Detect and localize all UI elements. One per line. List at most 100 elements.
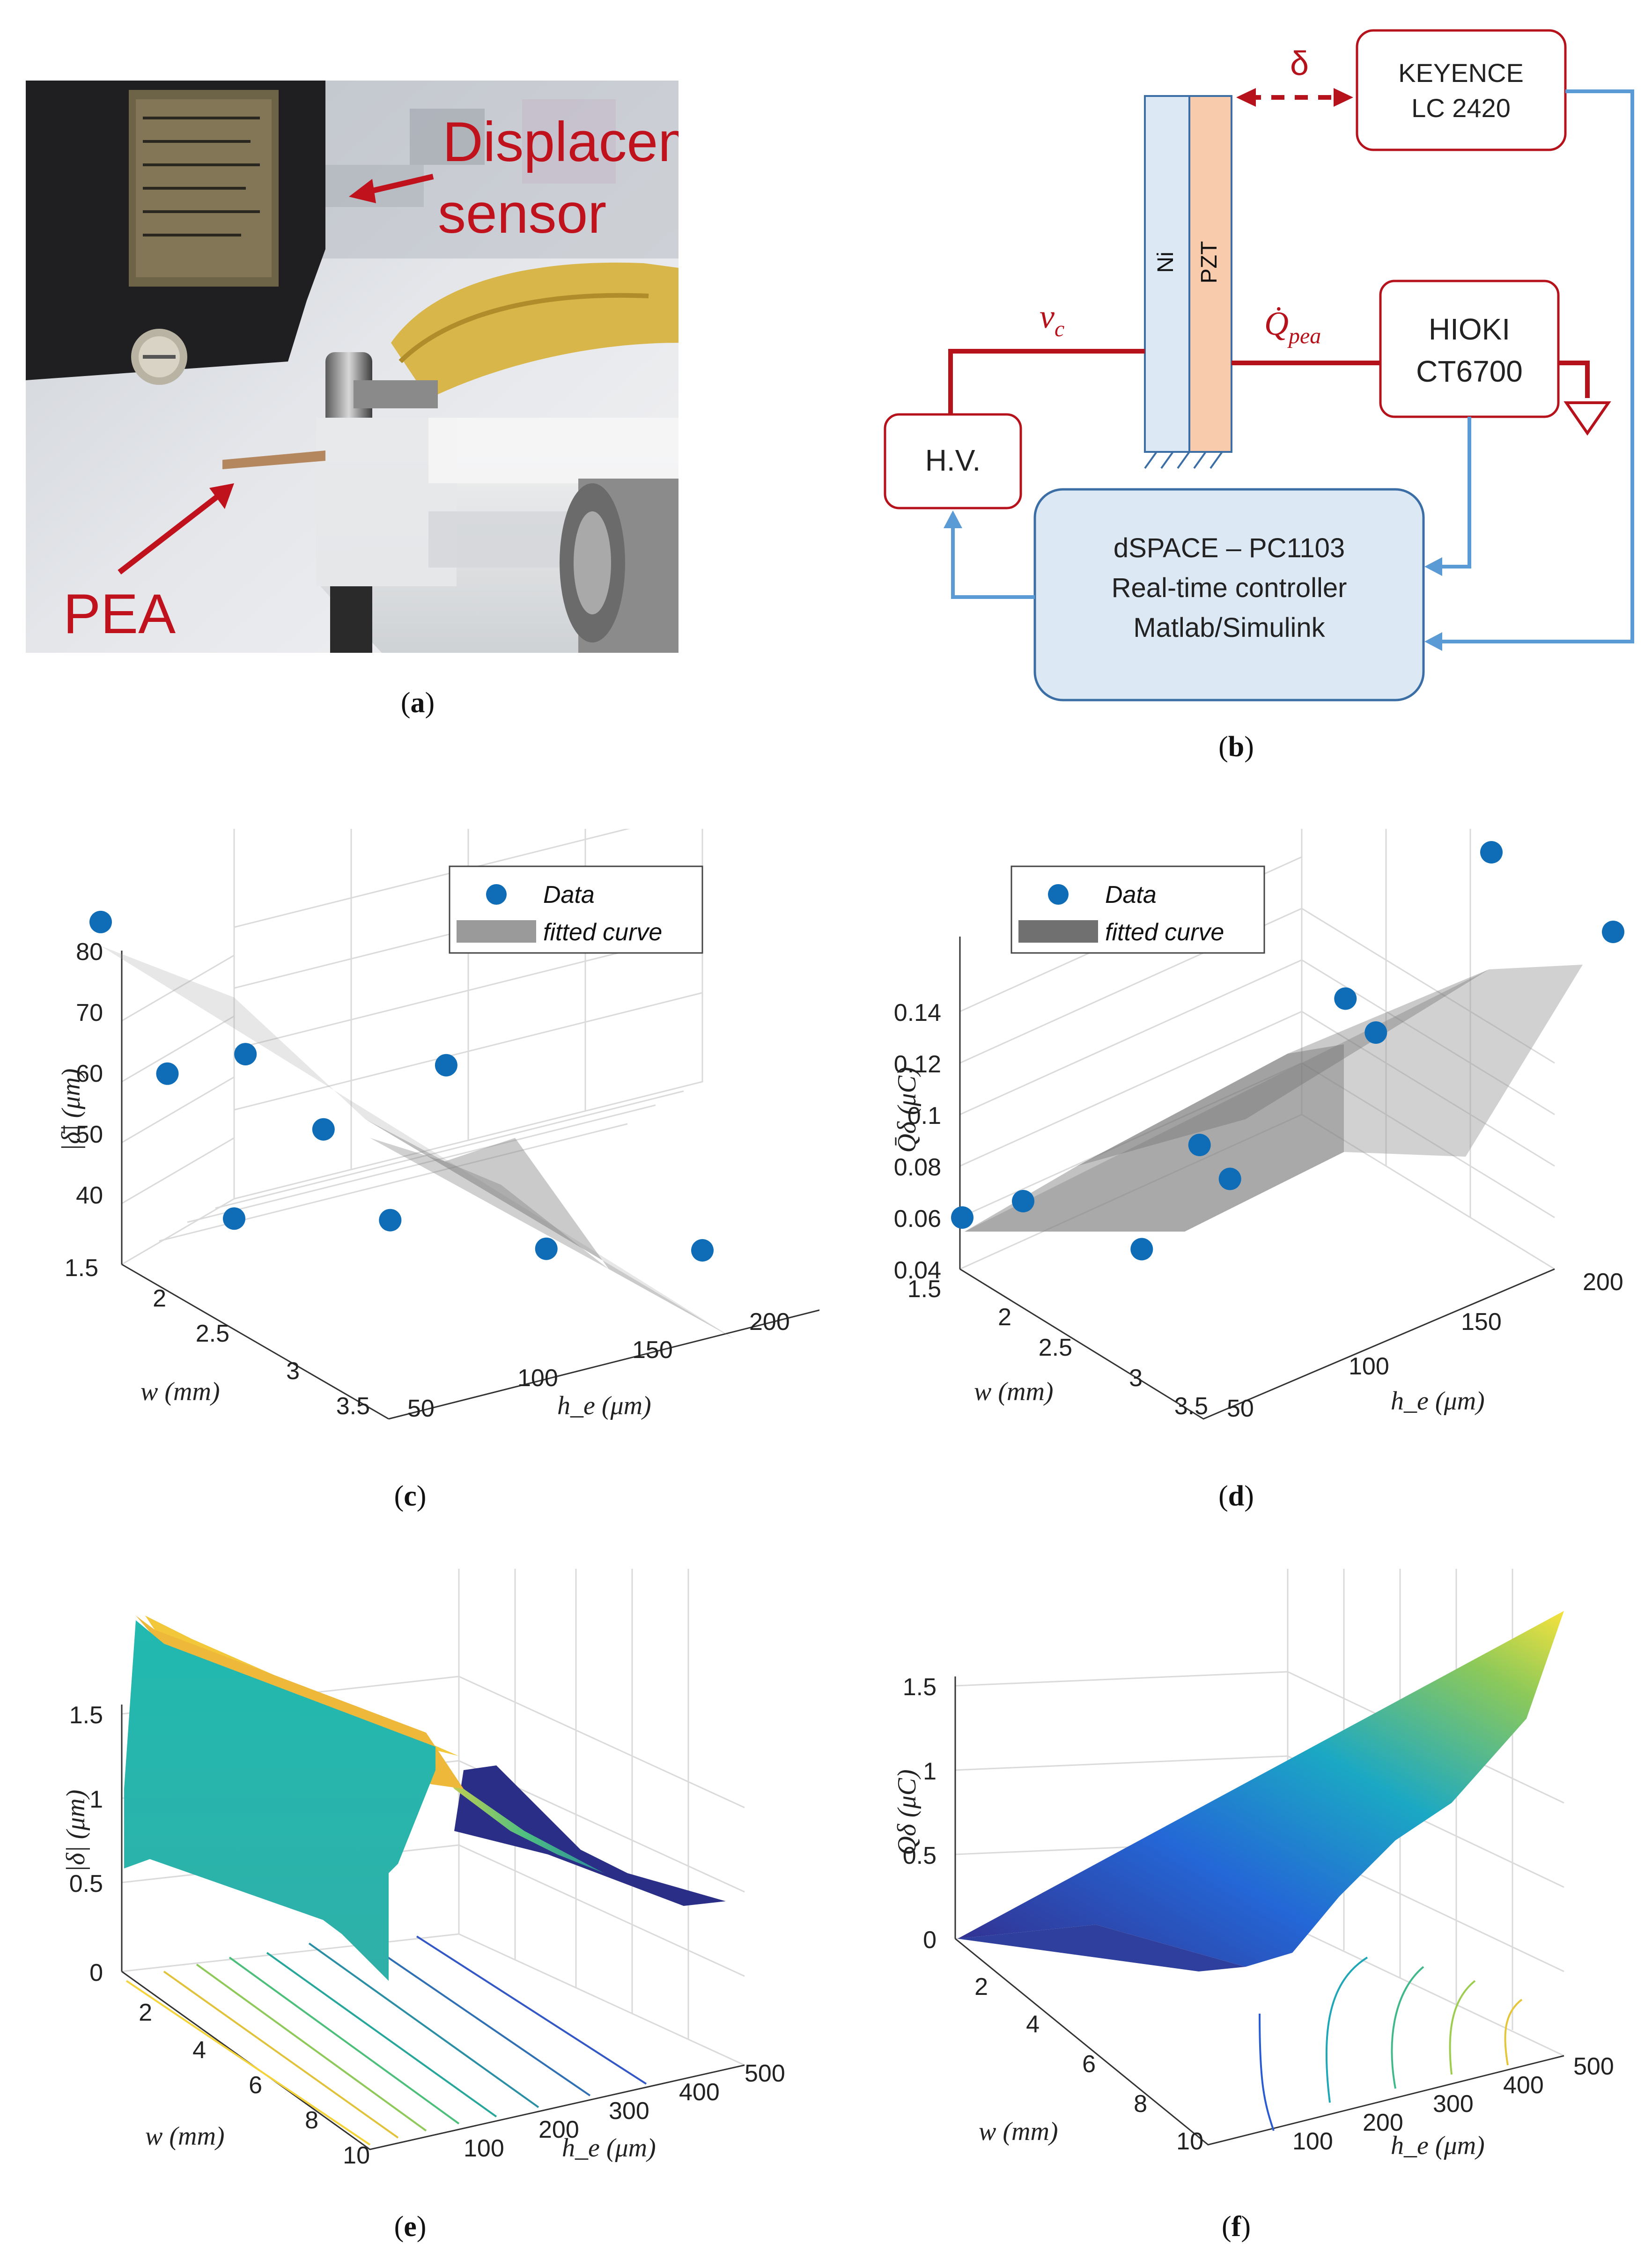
data-point-5 bbox=[1218, 1167, 1241, 1190]
dspace-box bbox=[1033, 488, 1425, 701]
svg-text:200: 200 bbox=[1583, 1269, 1623, 1296]
svg-text:500: 500 bbox=[1573, 2053, 1614, 2080]
data-point-2 bbox=[156, 1062, 179, 1085]
svg-text:200: 200 bbox=[1363, 2109, 1403, 2136]
svg-text:0.1: 0.1 bbox=[907, 1102, 941, 1130]
legend-data-marker bbox=[486, 884, 507, 905]
svg-text:80: 80 bbox=[76, 938, 103, 966]
svg-text:1: 1 bbox=[923, 1758, 937, 1785]
photo-arrows bbox=[118, 174, 434, 575]
svg-text:2: 2 bbox=[974, 1973, 988, 2001]
data-point-8 bbox=[535, 1237, 558, 1260]
svg-text:8: 8 bbox=[305, 2107, 318, 2134]
svg-text:1: 1 bbox=[89, 1786, 103, 1813]
svg-text:H.V.: H.V. bbox=[925, 443, 981, 477]
svg-text:0.5: 0.5 bbox=[69, 1870, 103, 1897]
svg-text:100: 100 bbox=[1292, 2128, 1333, 2155]
data-point-1 bbox=[951, 1206, 974, 1229]
keyence-box bbox=[1356, 29, 1567, 151]
svg-text:0: 0 bbox=[923, 1927, 937, 1954]
surface-front bbox=[124, 1620, 435, 1981]
svg-text:3: 3 bbox=[1129, 1365, 1143, 1392]
svg-text:50: 50 bbox=[76, 1121, 103, 1148]
svg-text:3.5: 3.5 bbox=[1174, 1393, 1208, 1420]
svg-text:100: 100 bbox=[517, 1365, 558, 1392]
svg-text:0.5: 0.5 bbox=[903, 1842, 937, 1869]
data-point-3 bbox=[1130, 1238, 1153, 1261]
data-point-9 bbox=[1602, 921, 1624, 943]
ni-label: Ni bbox=[1153, 251, 1178, 273]
svg-text:40: 40 bbox=[76, 1182, 103, 1209]
svg-text:0: 0 bbox=[89, 1959, 103, 1986]
chart-f: 0 0.5 1 1.5 2 4 6 8 10 100 200 300 400 5… bbox=[892, 1569, 1614, 2160]
svg-text:2.5: 2.5 bbox=[1039, 1334, 1072, 1361]
svg-text:300: 300 bbox=[609, 2097, 649, 2125]
svg-text:3.5: 3.5 bbox=[336, 1393, 370, 1420]
svg-text:50: 50 bbox=[1227, 1395, 1254, 1422]
svg-text:10: 10 bbox=[343, 2142, 370, 2169]
hioki-box bbox=[1379, 280, 1560, 418]
chart-e: 0 0.5 1 1.5 2 4 6 8 10 100 200 300 400 5… bbox=[61, 1569, 785, 2169]
pzt-label: PZT bbox=[1197, 241, 1222, 284]
svg-text:400: 400 bbox=[1503, 2072, 1544, 2099]
contour-lines bbox=[1259, 1956, 1523, 2131]
surface bbox=[958, 1611, 1564, 1967]
ni-layer bbox=[1144, 95, 1190, 453]
svg-text:4: 4 bbox=[1026, 2011, 1040, 2038]
svg-text:1.5: 1.5 bbox=[69, 1702, 103, 1729]
svg-text:8: 8 bbox=[1134, 2090, 1147, 2118]
svg-text:|δ̄| (μm): |δ̄| (μm) bbox=[57, 1069, 86, 1152]
data-point-3 bbox=[234, 1043, 257, 1066]
svg-text:4: 4 bbox=[192, 2037, 206, 2064]
svg-text:100: 100 bbox=[1349, 1353, 1389, 1380]
svg-text:h_e (μm): h_e (μm) bbox=[1391, 1387, 1485, 1416]
svg-text:0.08: 0.08 bbox=[894, 1154, 941, 1181]
delta-label: δ bbox=[1290, 45, 1309, 82]
data-point-4 bbox=[1188, 1134, 1211, 1156]
fitted-surface bbox=[965, 965, 1583, 1232]
svg-text:400: 400 bbox=[679, 2079, 720, 2106]
block-diagram: Ni PZT δ KEYENCE LC 2420 HIOKI CT6700 vc… bbox=[884, 29, 1634, 701]
contour-lines bbox=[125, 1935, 647, 2146]
svg-text:h_e (μm): h_e (μm) bbox=[562, 2134, 656, 2163]
svg-text:1.5: 1.5 bbox=[903, 1674, 937, 1701]
hv-box bbox=[884, 413, 1022, 509]
svg-text:|δ| (μm): |δ| (μm) bbox=[61, 1790, 90, 1873]
svg-text:fitted curve: fitted curve bbox=[543, 919, 662, 946]
data-point-9 bbox=[691, 1239, 714, 1262]
svg-text:h_e (μm): h_e (μm) bbox=[1391, 2131, 1485, 2160]
scatter-points bbox=[89, 910, 714, 1262]
svg-text:0.06: 0.06 bbox=[894, 1205, 941, 1233]
legend-data-marker bbox=[1048, 884, 1069, 905]
legend-fit-marker bbox=[1018, 920, 1098, 943]
svg-text:2.5: 2.5 bbox=[196, 1320, 229, 1347]
svg-text:h_e (μm): h_e (μm) bbox=[557, 1391, 651, 1420]
svg-text:0.04: 0.04 bbox=[894, 1257, 941, 1284]
svg-text:1.5: 1.5 bbox=[65, 1255, 98, 1282]
svg-text:0.14: 0.14 bbox=[894, 999, 941, 1026]
qpea-label: Q̇pea bbox=[1264, 305, 1321, 348]
data-point-6 bbox=[1334, 987, 1357, 1010]
svg-text:dSPACE – PC1103: dSPACE – PC1103 bbox=[1114, 533, 1345, 563]
caption-e: (e) bbox=[394, 2211, 427, 2243]
svg-text:LC 2420: LC 2420 bbox=[1411, 93, 1511, 123]
svg-text:0.12: 0.12 bbox=[894, 1051, 941, 1078]
caption-d: (d) bbox=[1218, 1480, 1254, 1512]
svg-text:w (mm): w (mm) bbox=[145, 2122, 225, 2151]
data-point-6 bbox=[379, 1209, 402, 1232]
svg-text:6: 6 bbox=[249, 2072, 262, 2099]
svg-text:w (mm): w (mm) bbox=[140, 1377, 220, 1406]
svg-text:Matlab/Simulink: Matlab/Simulink bbox=[1133, 613, 1325, 643]
svg-text:Data: Data bbox=[543, 881, 595, 908]
label-displacement: Displacement bbox=[442, 111, 678, 173]
chart-c: 80 70 60 50 40 1.5 2 2.5 3 3.5 50 100 15… bbox=[57, 829, 819, 1422]
legend-fit-marker bbox=[457, 920, 536, 943]
svg-text:200: 200 bbox=[749, 1308, 790, 1336]
data-point-7 bbox=[435, 1054, 457, 1077]
svg-text:Real-time controller: Real-time controller bbox=[1112, 573, 1347, 603]
svg-text:150: 150 bbox=[632, 1336, 673, 1364]
caption-a: (a) bbox=[400, 687, 435, 719]
label-pea: PEA bbox=[63, 583, 176, 645]
svg-text:2: 2 bbox=[153, 1285, 166, 1312]
photo-illustration bbox=[26, 81, 678, 653]
